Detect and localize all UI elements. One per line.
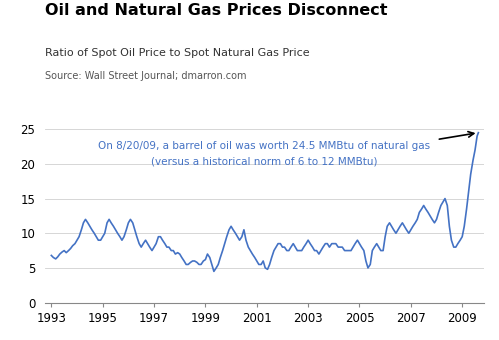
Text: (versus a historical norm of 6 to 12 MMBtu): (versus a historical norm of 6 to 12 MMB… [151, 157, 378, 167]
Text: On 8/20/09, a barrel of oil was worth 24.5 MMBtu of natural gas: On 8/20/09, a barrel of oil was worth 24… [98, 141, 431, 151]
Text: Source: Wall Street Journal; dmarron.com: Source: Wall Street Journal; dmarron.com [45, 71, 247, 81]
Text: Ratio of Spot Oil Price to Spot Natural Gas Price: Ratio of Spot Oil Price to Spot Natural … [45, 48, 309, 57]
Text: Oil and Natural Gas Prices Disconnect: Oil and Natural Gas Prices Disconnect [45, 3, 387, 18]
